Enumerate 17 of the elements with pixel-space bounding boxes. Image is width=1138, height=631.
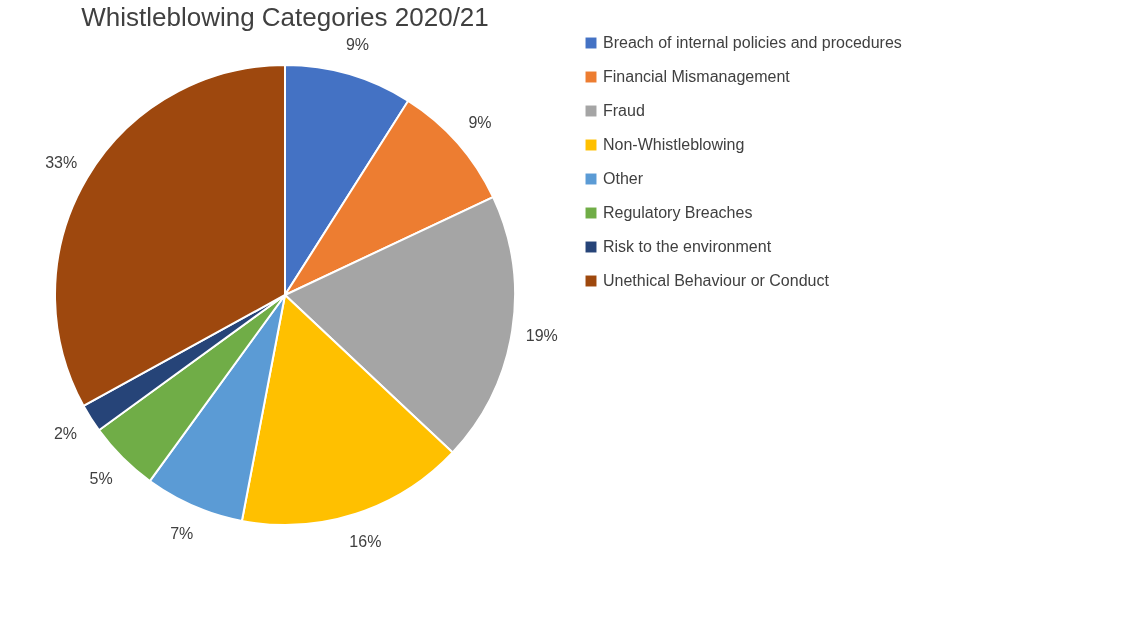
data-label: 33% [45,153,78,171]
data-label: 2% [53,425,78,443]
data-label: 7% [170,524,194,542]
data-label: 16% [349,533,382,551]
data-label: 5% [89,469,113,487]
legend-label: Other [603,170,644,187]
data-label: 9% [468,114,492,132]
legend-label: Risk to the environment [603,238,772,255]
legend-label: Non-Whistleblowing [603,136,745,153]
legend-label: Fraud [603,102,645,119]
legend-label: Breach of internal policies and procedures [603,34,902,51]
data-label: 9% [345,36,370,54]
legend-label: Financial Mismanagement [603,68,791,85]
data-label: 19% [525,326,558,344]
legend-label: Regulatory Breaches [603,204,753,221]
chart-title: Whistleblowing Categories 2020/21 [81,2,489,32]
legend-label: Unethical Behaviour or Conduct [603,272,830,289]
